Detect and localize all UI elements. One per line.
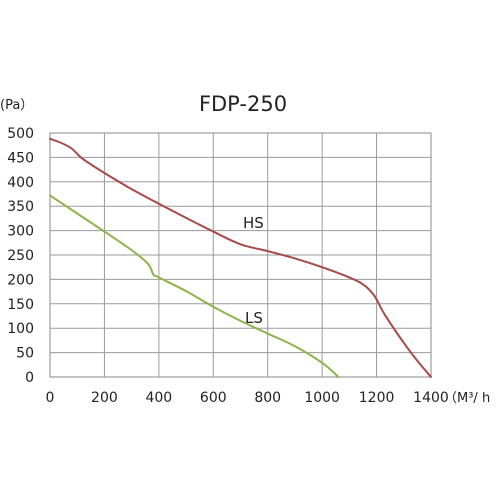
series-line-ls <box>49 194 340 378</box>
y-tick-label: 50 <box>16 346 34 362</box>
y-tick-label: 250 <box>7 248 34 264</box>
x-tick-label: 800 <box>254 390 281 406</box>
x-tick-label: 200 <box>91 390 118 406</box>
series-label-hs: HS <box>243 214 264 232</box>
x-tick-label: 1200 <box>359 390 395 406</box>
x-tick-label: 400 <box>145 390 172 406</box>
series-labels: HS LS <box>243 214 264 327</box>
series-line-hs <box>49 137 432 378</box>
y-tick-label: 0 <box>25 370 34 386</box>
y-tick-label: 300 <box>7 224 34 240</box>
series-lines <box>49 137 432 378</box>
x-tick-label: 1000 <box>304 390 340 406</box>
x-tick-label: 0 <box>46 390 55 406</box>
grid-lines <box>50 133 431 377</box>
x-tick-label: 1400 <box>413 390 449 406</box>
y-tick-label: 100 <box>7 321 34 337</box>
tick-labels: 0 200 400 600 800 1000 1200 1400 0 50 100 150 200 250… <box>7 126 449 406</box>
y-tick-label: 150 <box>7 297 34 313</box>
y-axis-label: (Pa） <box>0 98 33 113</box>
x-axis-label: （M³/ h <box>444 391 490 406</box>
y-tick-label: 350 <box>7 199 34 215</box>
y-tick-label: 450 <box>7 150 34 166</box>
chart-title: FDP-250 <box>199 92 287 116</box>
y-tick-label: 400 <box>7 175 34 191</box>
y-tick-label: 200 <box>7 272 34 288</box>
series-label-ls: LS <box>245 309 263 327</box>
y-tick-label: 500 <box>7 126 34 142</box>
x-tick-label: 600 <box>200 390 227 406</box>
